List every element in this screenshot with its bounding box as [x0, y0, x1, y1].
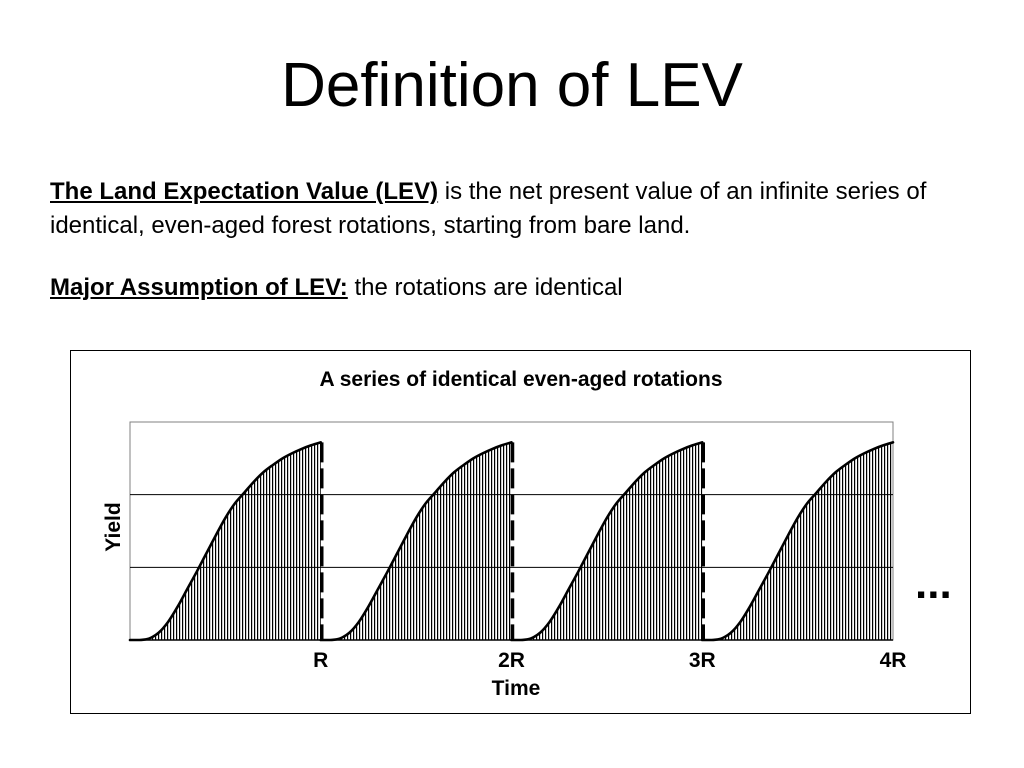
slide-title: Definition of LEV	[281, 51, 743, 120]
yield-area-rotation-4	[702, 442, 893, 640]
y-axis-label: Yield	[102, 502, 125, 551]
x-tick-label-4: 4R	[880, 649, 907, 672]
x-tick-labels: R 2R 3R 4R	[313, 649, 906, 672]
chart-frame: A series of identical even-aged rotation…	[70, 350, 971, 714]
assumption-text: the rotations are identical	[347, 274, 623, 301]
yield-curve-rotation-2	[319, 441, 513, 642]
assumption-paragraph: Major Assumption of LEV: the rotations a…	[50, 271, 990, 305]
x-tick-label-1: R	[313, 649, 328, 672]
rotation-chart: A series of identical even-aged rotation…	[102, 368, 952, 700]
yield-curve-rotation-3	[510, 441, 704, 642]
yield-curves	[128, 441, 895, 642]
yield-area-rotation-2	[320, 442, 512, 640]
chart-title: A series of identical even-aged rotation…	[320, 368, 723, 391]
x-axis-label: Time	[492, 677, 541, 700]
definition-term: The Land Expectation Value (LEV)	[50, 178, 439, 205]
x-tick-label-3: 3R	[689, 649, 716, 672]
yield-curve-rotation-4	[700, 441, 895, 642]
definition-paragraph: The Land Expectation Value (LEV) is the …	[50, 175, 990, 243]
assumption-term: Major Assumption of LEV:	[50, 274, 348, 301]
continuation-ellipsis: ...	[915, 559, 952, 608]
yield-areas	[130, 442, 893, 640]
yield-curve-rotation-1	[128, 441, 323, 642]
harvest-lines	[320, 442, 705, 640]
definition-text: is the net present value of an infinite …	[50, 178, 927, 239]
x-tick-label-2: 2R	[498, 649, 525, 672]
yield-area-rotation-1	[130, 442, 321, 640]
yield-area-rotation-3	[511, 442, 703, 640]
